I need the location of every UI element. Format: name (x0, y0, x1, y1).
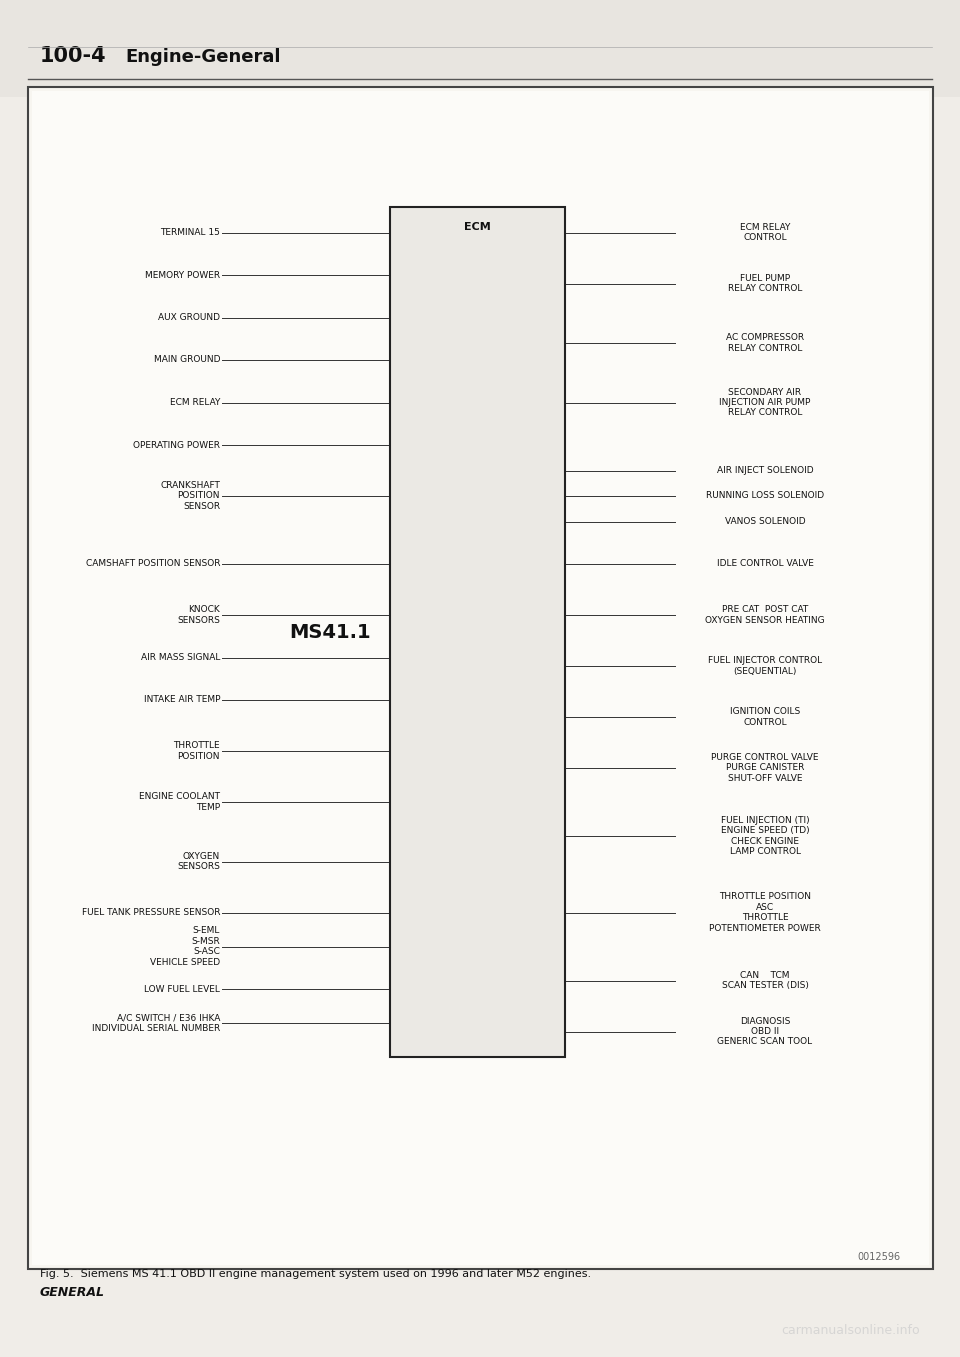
Text: Engine-General: Engine-General (125, 47, 280, 66)
Text: KNOCK
SENSORS: KNOCK SENSORS (178, 605, 220, 624)
Text: INTAKE AIR TEMP: INTAKE AIR TEMP (143, 696, 220, 704)
Text: MS41.1: MS41.1 (289, 623, 371, 642)
Text: PRE CAT  POST CAT
OXYGEN SENSOR HEATING: PRE CAT POST CAT OXYGEN SENSOR HEATING (706, 605, 825, 624)
Text: FUEL INJECTION (TI)
ENGINE SPEED (TD)
CHECK ENGINE
LAMP CONTROL: FUEL INJECTION (TI) ENGINE SPEED (TD) CH… (721, 816, 809, 856)
Text: MEMORY POWER: MEMORY POWER (145, 270, 220, 280)
Text: TERMINAL 15: TERMINAL 15 (160, 228, 220, 237)
Text: IDLE CONTROL VALVE: IDLE CONTROL VALVE (716, 559, 813, 569)
Text: 0012596: 0012596 (857, 1253, 900, 1262)
Text: AUX GROUND: AUX GROUND (158, 313, 220, 322)
Text: VANOS SOLENOID: VANOS SOLENOID (725, 517, 805, 527)
Text: OXYGEN
SENSORS: OXYGEN SENSORS (178, 852, 220, 871)
Text: AIR MASS SIGNAL: AIR MASS SIGNAL (140, 653, 220, 662)
Text: THROTTLE
POSITION: THROTTLE POSITION (174, 741, 220, 761)
Text: A/C SWITCH / E36 IHKA
INDIVIDUAL SERIAL NUMBER: A/C SWITCH / E36 IHKA INDIVIDUAL SERIAL … (92, 1014, 220, 1033)
Text: 100-4: 100-4 (40, 46, 107, 66)
Bar (0, 0, 960, 96)
Text: AC COMPRESSOR
RELAY CONTROL: AC COMPRESSOR RELAY CONTROL (726, 334, 804, 353)
Text: ECM RELAY
CONTROL: ECM RELAY CONTROL (740, 223, 790, 242)
Text: ENGINE COOLANT
TEMP: ENGINE COOLANT TEMP (139, 792, 220, 811)
Text: ECM: ECM (464, 223, 491, 232)
Text: FUEL TANK PRESSURE SENSOR: FUEL TANK PRESSURE SENSOR (82, 908, 220, 917)
Text: OPERATING POWER: OPERATING POWER (133, 441, 220, 449)
Text: MAIN GROUND: MAIN GROUND (154, 356, 220, 365)
Bar (390, 208, 565, 1057)
Text: S-EML
S-MSR
S-ASC
VEHICLE SPEED: S-EML S-MSR S-ASC VEHICLE SPEED (150, 927, 220, 966)
Text: carmanualsonline.info: carmanualsonline.info (781, 1324, 920, 1337)
Text: GENERAL: GENERAL (40, 1286, 105, 1299)
Text: LOW FUEL LEVEL: LOW FUEL LEVEL (144, 984, 220, 993)
Text: SECONDARY AIR
INJECTION AIR PUMP
RELAY CONTROL: SECONDARY AIR INJECTION AIR PUMP RELAY C… (719, 388, 810, 418)
Text: DIAGNOSIS
OBD II
GENERIC SCAN TOOL: DIAGNOSIS OBD II GENERIC SCAN TOOL (717, 1016, 812, 1046)
Text: CAN    TCM
SCAN TESTER (DIS): CAN TCM SCAN TESTER (DIS) (722, 970, 808, 991)
Bar (32, 91, 929, 1265)
Text: AIR INJECT SOLENOID: AIR INJECT SOLENOID (717, 465, 813, 475)
Text: PURGE CONTROL VALVE
PURGE CANISTER
SHUT-OFF VALVE: PURGE CONTROL VALVE PURGE CANISTER SHUT-… (711, 753, 819, 783)
Text: FUEL PUMP
RELAY CONTROL: FUEL PUMP RELAY CONTROL (728, 274, 803, 293)
Text: ECM RELAY: ECM RELAY (170, 398, 220, 407)
Text: IGNITION COILS
CONTROL: IGNITION COILS CONTROL (730, 707, 800, 727)
Bar (28, 87, 933, 1269)
Text: Fig. 5.  Siemens MS 41.1 OBD II engine management system used on 1996 and later : Fig. 5. Siemens MS 41.1 OBD II engine ma… (40, 1269, 591, 1280)
Text: THROTTLE POSITION
ASC
THROTTLE
POTENTIOMETER POWER: THROTTLE POSITION ASC THROTTLE POTENTIOM… (709, 893, 821, 932)
Text: RUNNING LOSS SOLENOID: RUNNING LOSS SOLENOID (706, 491, 824, 501)
Text: CAMSHAFT POSITION SENSOR: CAMSHAFT POSITION SENSOR (85, 559, 220, 569)
Text: CRANKSHAFT
POSITION
SENSOR: CRANKSHAFT POSITION SENSOR (160, 482, 220, 510)
Text: FUEL INJECTOR CONTROL
(SEQUENTIAL): FUEL INJECTOR CONTROL (SEQUENTIAL) (708, 657, 822, 676)
